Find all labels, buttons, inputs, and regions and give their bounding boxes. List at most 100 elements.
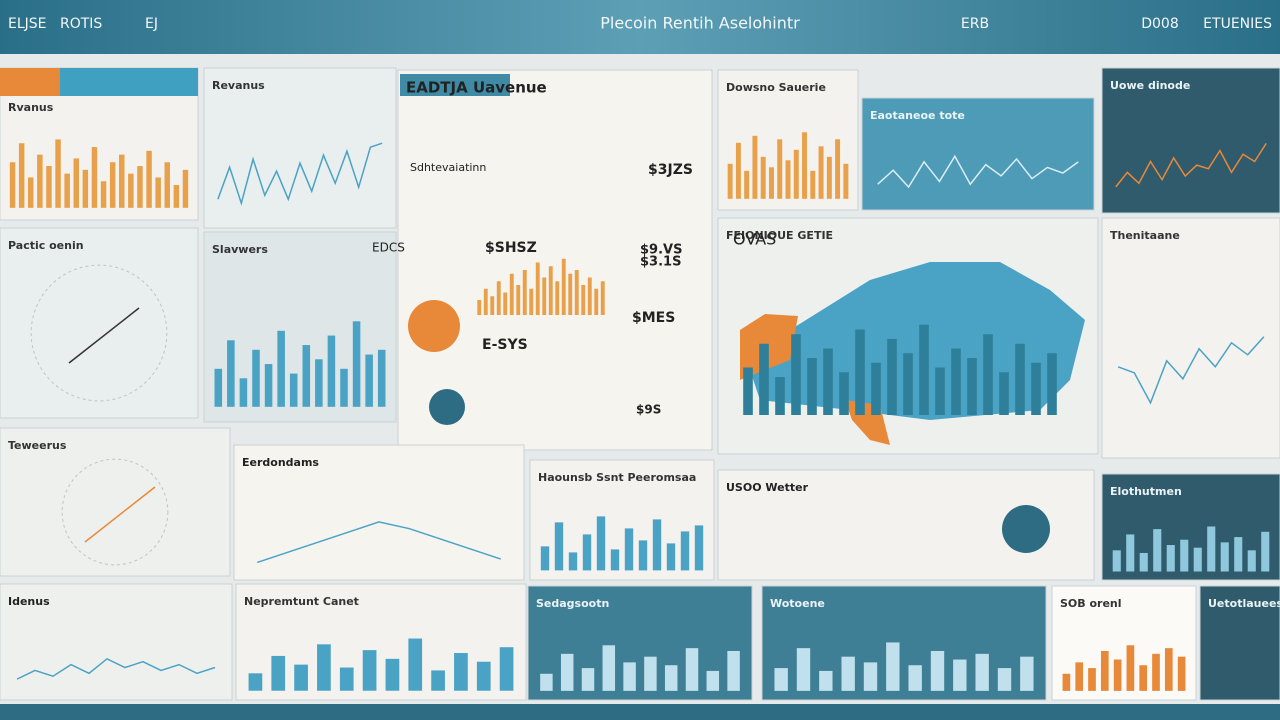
- bar: [555, 281, 560, 315]
- bar: [542, 277, 547, 315]
- bar: [1126, 534, 1135, 572]
- header-item: ETUENIES: [1203, 16, 1272, 32]
- panel-title: FEIONIOUE GETIE: [726, 229, 833, 242]
- bar: [91, 147, 98, 208]
- footer-bar: [0, 704, 1280, 720]
- radial-ring: [61, 458, 169, 566]
- bar: [239, 378, 248, 407]
- bar: [164, 162, 170, 208]
- line: [16, 657, 216, 680]
- bar: [1020, 656, 1034, 691]
- bar: [548, 266, 553, 315]
- bar: [785, 160, 791, 199]
- panel-title: Dowsno Sauerie: [726, 81, 826, 94]
- bar: [744, 170, 750, 199]
- bar: [294, 664, 308, 691]
- line: [1115, 142, 1267, 188]
- panel: [0, 227, 199, 419]
- bar: [818, 146, 824, 199]
- bar: [340, 368, 348, 407]
- bar: [624, 528, 634, 571]
- bar: [768, 167, 774, 199]
- bar: [1112, 550, 1121, 572]
- bar: [841, 656, 855, 691]
- panel-text: OVAS: [733, 230, 776, 249]
- bar: [908, 665, 922, 691]
- panel: [233, 444, 525, 581]
- bar: [214, 368, 223, 407]
- bar: [735, 142, 741, 199]
- bar: [727, 163, 733, 199]
- bar: [602, 645, 616, 691]
- bar: [1113, 659, 1122, 691]
- bar: [271, 655, 286, 691]
- bar: [1177, 656, 1186, 691]
- bar: [352, 321, 361, 407]
- panel-title: Wotoene: [770, 597, 825, 610]
- bar: [1015, 343, 1025, 415]
- bar: [596, 516, 606, 571]
- bar: [540, 546, 550, 571]
- bar: [476, 661, 491, 691]
- bar: [999, 372, 1009, 415]
- bar: [777, 139, 783, 199]
- bar: [887, 339, 897, 415]
- bar: [560, 653, 574, 691]
- panel-title: EADTJA Uavenue: [406, 79, 547, 97]
- map-shape: [740, 314, 798, 380]
- bar: [727, 650, 740, 691]
- bar: [1031, 362, 1041, 415]
- bar: [554, 522, 564, 571]
- bar: [953, 659, 967, 691]
- bar: [509, 273, 514, 315]
- bar: [1180, 539, 1189, 572]
- bar: [652, 519, 662, 571]
- radial-needle: [84, 486, 156, 543]
- line: [256, 521, 502, 564]
- bar: [128, 173, 134, 208]
- bar: [522, 270, 527, 315]
- bar: [1100, 650, 1109, 691]
- bar: [863, 662, 878, 691]
- bar: [1126, 645, 1135, 691]
- panel-text: $3JZS: [648, 162, 693, 178]
- panel-title: Uetotlauees: [1208, 597, 1280, 610]
- bar: [100, 181, 107, 208]
- panel-text: $SHSZ: [485, 240, 537, 256]
- bar: [1220, 542, 1229, 572]
- bar: [796, 648, 811, 691]
- bar: [680, 531, 690, 571]
- panel: [397, 69, 713, 451]
- panel-title: Rvanus: [8, 101, 54, 114]
- bar: [1247, 550, 1256, 572]
- header-item: ERB: [961, 16, 989, 32]
- bar: [483, 288, 488, 315]
- kpi-badge: [408, 300, 460, 352]
- bar: [1207, 526, 1216, 572]
- bar: [685, 648, 699, 691]
- bar: [82, 169, 89, 208]
- panel-title: Eaotaneoe tote: [870, 109, 965, 122]
- panel: [861, 97, 1095, 211]
- bar: [587, 277, 592, 315]
- bar: [600, 281, 605, 315]
- bar: [408, 638, 423, 691]
- bar: [18, 143, 25, 208]
- bar: [843, 163, 849, 199]
- bar: [499, 647, 514, 691]
- bar: [496, 281, 501, 315]
- tab: [400, 74, 510, 96]
- bar: [1152, 653, 1160, 691]
- bar: [706, 670, 720, 691]
- bar: [638, 540, 648, 571]
- bar: [264, 364, 273, 407]
- header-item: Plecoin Rentih Aselohintr: [600, 14, 800, 33]
- panel: [0, 427, 231, 577]
- bar: [975, 653, 989, 691]
- bar: [1166, 545, 1175, 572]
- bar: [1062, 673, 1071, 691]
- panel-title: Idenus: [8, 595, 50, 608]
- bar: [561, 258, 566, 315]
- bar: [1075, 662, 1084, 691]
- bar: [743, 367, 753, 415]
